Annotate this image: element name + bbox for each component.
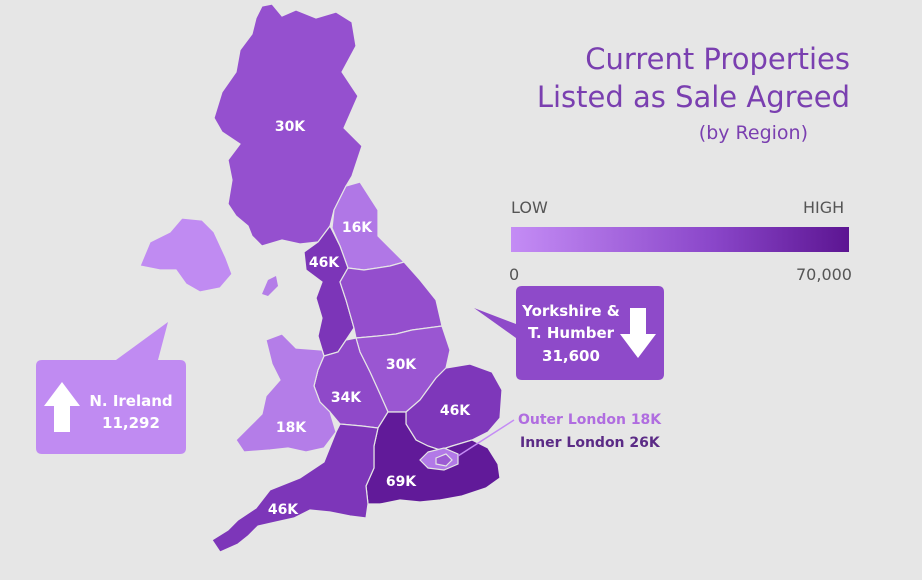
ireland-callout-box xyxy=(36,322,186,454)
label-east-of-england: 46K xyxy=(440,403,471,419)
outer-london-label: Outer London 18K xyxy=(518,412,662,428)
legend-max-value: 70,000 xyxy=(796,265,852,284)
title-line-2: Listed as Sale Agreed xyxy=(536,80,850,114)
label-east-midlands: 30K xyxy=(386,357,417,373)
ireland-callout-name: N. Ireland xyxy=(89,392,172,410)
region-wales xyxy=(235,333,337,453)
up-arrow-icon xyxy=(44,382,80,432)
chart-title: Current Properties Listed as Sale Agreed… xyxy=(537,40,850,150)
legend-low-label: LOW xyxy=(511,198,548,217)
label-west-midlands: 34K xyxy=(331,390,362,406)
yorkshire-callout: Yorkshire & T. Humber 31,600 xyxy=(474,286,664,380)
label-north-east: 16K xyxy=(342,220,373,236)
legend-high-label: HIGH xyxy=(803,198,845,217)
region-yorkshire xyxy=(339,261,443,339)
label-south-west: 46K xyxy=(268,502,299,518)
label-wales: 18K xyxy=(276,420,307,436)
legend-min-value: 0 xyxy=(509,265,520,284)
title-line-1: Current Properties xyxy=(585,42,850,76)
yorkshire-callout-box xyxy=(474,286,664,380)
legend-color-bar xyxy=(511,227,849,252)
down-arrow-icon xyxy=(620,308,656,358)
inner-london-label: Inner London 26K xyxy=(520,435,661,451)
label-south-east: 69K xyxy=(386,474,417,490)
region-south-west xyxy=(211,423,379,553)
london-callout: Outer London 18K Inner London 26K xyxy=(457,412,662,457)
ireland-callout-value: 11,292 xyxy=(102,414,160,432)
label-scotland: 30K xyxy=(275,119,306,135)
region-scotland xyxy=(213,3,363,247)
region-inner-london xyxy=(435,453,453,467)
yorkshire-callout-value: 31,600 xyxy=(542,347,600,365)
region-n-ireland xyxy=(139,217,233,293)
yorkshire-callout-line2: T. Humber xyxy=(528,324,615,342)
yorkshire-callout-line1: Yorkshire & xyxy=(521,302,620,320)
label-north-west: 46K xyxy=(309,255,340,271)
ireland-callout: N. Ireland 11,292 xyxy=(36,322,186,454)
title-subtitle: (by Region) xyxy=(698,122,808,144)
london-pointer-line xyxy=(457,419,515,457)
isle-of-man xyxy=(262,276,278,296)
